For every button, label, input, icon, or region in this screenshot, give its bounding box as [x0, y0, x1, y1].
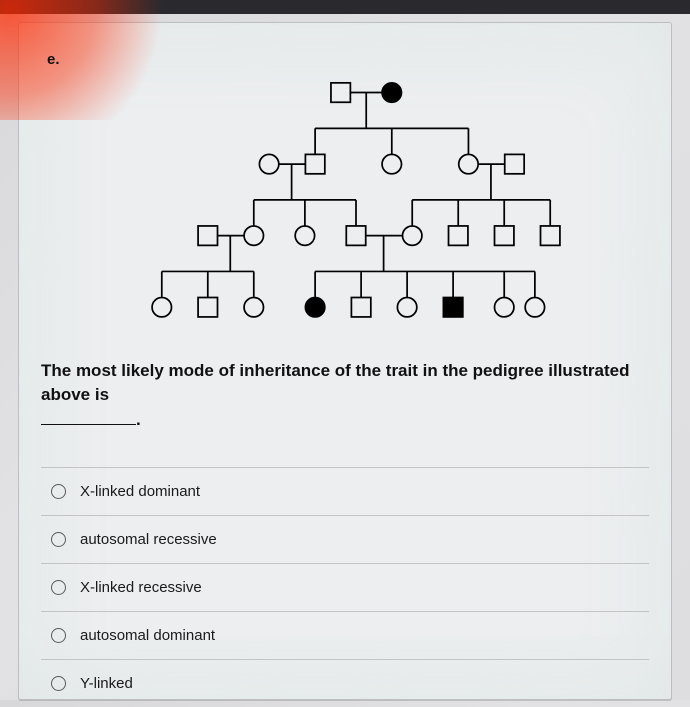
- female-unaffected-node: [397, 298, 416, 317]
- female-unaffected-node: [382, 154, 401, 173]
- female-unaffected-node: [459, 154, 478, 173]
- radio-icon[interactable]: [51, 628, 66, 643]
- female-unaffected-node: [152, 298, 171, 317]
- male-unaffected-node: [346, 226, 365, 245]
- male-affected-node: [443, 298, 462, 317]
- female-affected-node: [305, 298, 324, 317]
- options-list: X-linked dominant autosomal recessive X-li…: [41, 467, 649, 707]
- female-unaffected-node: [244, 298, 263, 317]
- question-text: The most likely mode of inheritance of t…: [41, 359, 649, 433]
- option-label: X-linked dominant: [80, 483, 200, 500]
- answer-blank: [41, 424, 136, 425]
- radio-icon[interactable]: [51, 580, 66, 595]
- male-unaffected-node: [198, 226, 217, 245]
- header-bar: [0, 0, 690, 14]
- male-unaffected-node: [305, 154, 324, 173]
- male-unaffected-node: [449, 226, 468, 245]
- radio-icon[interactable]: [51, 484, 66, 499]
- female-unaffected-node: [525, 298, 544, 317]
- female-affected-node: [382, 83, 401, 102]
- male-unaffected-node: [198, 298, 217, 317]
- female-unaffected-node: [495, 298, 514, 317]
- option-label: Y-linked: [80, 675, 133, 692]
- radio-icon[interactable]: [51, 532, 66, 547]
- option-label: autosomal dominant: [80, 627, 215, 644]
- option-row[interactable]: X-linked recessive: [41, 563, 649, 611]
- option-row[interactable]: X-linked dominant: [41, 467, 649, 515]
- radio-icon[interactable]: [51, 676, 66, 691]
- female-unaffected-node: [259, 154, 278, 173]
- pedigree-diagram: [126, 67, 586, 333]
- male-unaffected-node: [351, 298, 370, 317]
- option-row[interactable]: Y-linked: [41, 659, 649, 707]
- female-unaffected-node: [295, 226, 314, 245]
- blank-suffix: .: [136, 410, 141, 429]
- female-unaffected-node: [403, 226, 422, 245]
- male-unaffected-node: [541, 226, 560, 245]
- option-row[interactable]: autosomal dominant: [41, 611, 649, 659]
- question-text-line: The most likely mode of inheritance of t…: [41, 361, 630, 405]
- male-unaffected-node: [505, 154, 524, 173]
- question-card: e. The most likely mode of inheritance o…: [18, 22, 672, 700]
- option-label: autosomal recessive: [80, 531, 217, 548]
- question-number: e.: [47, 51, 60, 68]
- option-label: X-linked recessive: [80, 579, 202, 596]
- female-unaffected-node: [244, 226, 263, 245]
- option-row[interactable]: autosomal recessive: [41, 515, 649, 563]
- male-unaffected-node: [495, 226, 514, 245]
- male-unaffected-node: [331, 83, 350, 102]
